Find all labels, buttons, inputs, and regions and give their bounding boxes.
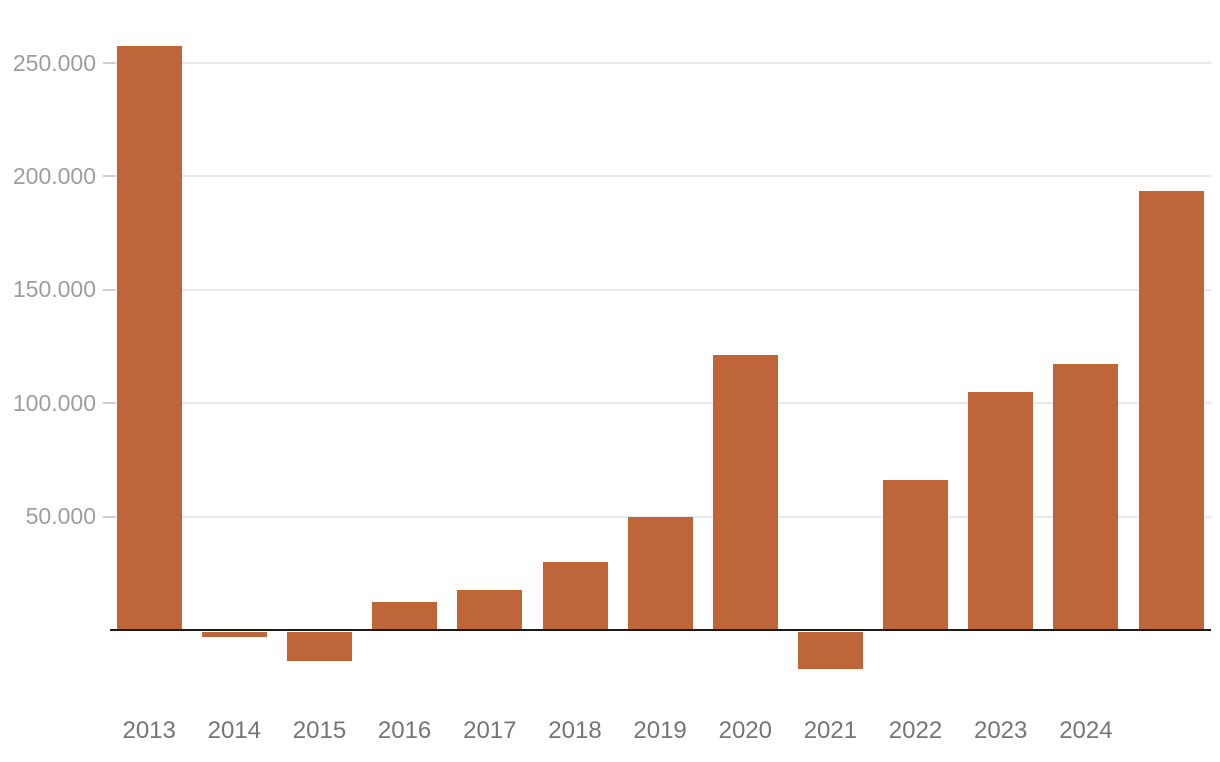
bar-2023[interactable] [968,392,1034,629]
x-axis-label: 2017 [463,717,517,744]
gridline [110,402,1211,405]
x-axis-baseline [110,628,1211,631]
bar-2019[interactable] [627,516,693,629]
y-axis-tick [103,175,115,178]
y-axis-tick-label: 50.000 [25,503,96,530]
x-axis-label: 2019 [633,717,687,744]
bar-2021[interactable] [797,631,863,670]
gridline [110,62,1211,64]
x-axis-label: 2021 [803,717,858,744]
y-axis-tick-label: 150.000 [12,276,96,303]
gridline [110,175,1211,178]
bar-2020[interactable] [712,354,778,629]
y-axis-tick [103,402,115,405]
y-axis-tick [103,288,115,291]
bar-2015[interactable] [287,631,352,661]
bar-2016[interactable] [372,601,438,629]
x-axis-label: 2020 [718,717,772,744]
bar-2024[interactable] [1053,363,1119,629]
bar-2018[interactable] [542,562,608,629]
y-axis-tick [103,62,115,64]
bar-2017[interactable] [457,590,523,629]
x-axis-label: 2018 [548,717,602,744]
bar-2014[interactable] [201,631,267,638]
x-axis-label: 2024 [1059,717,1113,744]
gridline [110,288,1211,291]
x-axis-label: 2015 [292,717,347,744]
bar-2022[interactable] [883,480,948,629]
x-axis-label: 2023 [973,717,1028,744]
bar-unlabeled[interactable] [1138,191,1204,629]
y-axis-tick-label: 100.000 [12,389,96,416]
gridline [110,515,1211,518]
bar-2013[interactable] [116,46,182,629]
x-axis-label: 2016 [377,717,432,744]
x-axis-label: 2013 [122,717,176,744]
x-axis-label: 2014 [207,717,261,744]
y-axis-tick-label: 200.000 [12,162,96,189]
y-axis-tick-label: 250.000 [12,49,96,76]
x-axis-label: 2022 [888,717,943,744]
y-axis-tick [103,515,115,518]
